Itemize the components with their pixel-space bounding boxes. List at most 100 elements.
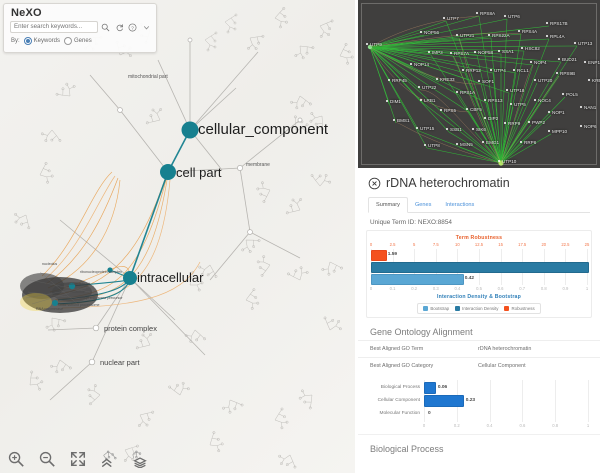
gene-label[interactable]: PWP2 xyxy=(532,120,546,125)
radio-option-genes[interactable]: Genes xyxy=(64,37,92,45)
gene-node[interactable] xyxy=(484,99,487,102)
gene-node[interactable] xyxy=(504,15,507,18)
gene-node[interactable] xyxy=(366,43,369,46)
gene-node[interactable] xyxy=(506,89,509,92)
search-input[interactable] xyxy=(10,21,98,33)
gene-label[interactable]: NOC4 xyxy=(538,98,551,103)
gene-node[interactable] xyxy=(418,86,421,89)
gene-node[interactable] xyxy=(518,30,521,33)
gene-label[interactable]: ENP1 xyxy=(588,60,600,65)
radio-genes[interactable] xyxy=(64,37,73,45)
gene-label[interactable]: RPS7A xyxy=(454,51,470,56)
gene-node[interactable] xyxy=(528,121,531,124)
gene-node[interactable] xyxy=(440,109,443,112)
gene-node[interactable] xyxy=(478,80,481,83)
gene-label[interactable]: RPL4A xyxy=(550,34,565,39)
zoom-out-icon[interactable] xyxy=(37,449,57,469)
zoom-in-icon[interactable] xyxy=(6,449,26,469)
gene-label[interactable]: NOP56 xyxy=(424,30,440,35)
search-panel[interactable]: NeXO ? By: Keywor xyxy=(3,3,157,53)
gene-label[interactable]: UTP13 xyxy=(578,41,593,46)
gene-label[interactable]: UTP9 xyxy=(370,42,382,47)
gene-label[interactable]: BUD21 xyxy=(562,57,577,62)
gene-label[interactable]: UTP21 xyxy=(460,33,475,38)
gene-node[interactable] xyxy=(534,79,537,82)
gene-label[interactable]: KRE33 xyxy=(440,77,455,82)
gene-label[interactable]: MSN5 xyxy=(460,142,473,147)
gene-node[interactable] xyxy=(520,141,523,144)
gene-label[interactable]: UTP7 xyxy=(447,16,459,21)
gene-node[interactable] xyxy=(393,119,396,122)
gene-node[interactable] xyxy=(456,91,459,94)
gene-node[interactable] xyxy=(476,12,479,15)
gene-node[interactable] xyxy=(466,108,469,111)
search-icon[interactable] xyxy=(100,21,112,33)
gene-node[interactable] xyxy=(420,99,423,102)
gene-label[interactable]: LRB1 xyxy=(424,98,436,103)
gene-node[interactable] xyxy=(584,61,587,64)
gene-node[interactable] xyxy=(456,143,459,146)
gene-label[interactable]: MPP10 xyxy=(552,129,568,134)
gene-label[interactable]: SIK6 xyxy=(476,127,486,132)
gene-label[interactable]: UTP5 xyxy=(514,102,526,107)
gene-label[interactable]: UTP18 xyxy=(510,88,525,93)
gene-node[interactable] xyxy=(498,160,501,163)
gene-label[interactable]: RRP9 xyxy=(508,121,521,126)
gene-node[interactable] xyxy=(474,51,477,54)
gene-node[interactable] xyxy=(488,34,491,37)
tab-genes[interactable]: Genes xyxy=(414,202,432,208)
detail-tabs[interactable]: Summary Genes Interactions xyxy=(368,197,590,213)
gene-label[interactable]: RRP45 xyxy=(392,78,407,83)
gene-label[interactable]: CBF5 xyxy=(470,107,482,112)
radio-keywords[interactable] xyxy=(23,37,32,45)
hierarchy-tree-svg[interactable] xyxy=(0,0,355,473)
gene-label[interactable]: IMP3 xyxy=(432,50,443,55)
graph-toolbar[interactable] xyxy=(6,449,150,469)
gene-label[interactable]: NOP58 xyxy=(478,50,494,55)
gene-label[interactable]: UTP22 xyxy=(422,85,437,90)
gene-label[interactable]: POL5 xyxy=(566,92,578,97)
gene-node[interactable] xyxy=(472,128,475,131)
gene-node[interactable] xyxy=(510,103,513,106)
gene-node[interactable] xyxy=(588,79,591,82)
gene-node[interactable] xyxy=(546,35,549,38)
gene-label[interactable]: UTP6 xyxy=(508,14,520,19)
gene-node[interactable] xyxy=(562,93,565,96)
gene-node[interactable] xyxy=(446,128,449,131)
gene-label[interactable]: RPS4A xyxy=(522,29,538,34)
term-detail-panel[interactable]: rDNA heterochromatin Summary Genes Inter… xyxy=(358,168,600,473)
gene-label[interactable]: RPS8A xyxy=(480,11,496,16)
gene-node[interactable] xyxy=(388,79,391,82)
gene-label[interactable]: RPS9B xyxy=(560,71,576,76)
gene-node[interactable] xyxy=(558,58,561,61)
gene-node[interactable] xyxy=(416,127,419,130)
chevron-down-icon[interactable] xyxy=(141,21,153,33)
gene-label[interactable]: UTP8 xyxy=(428,143,440,148)
gene-node[interactable] xyxy=(504,122,507,125)
gene-node[interactable] xyxy=(556,72,559,75)
gene-node[interactable] xyxy=(521,47,524,50)
gene-node[interactable] xyxy=(462,69,465,72)
gene-label[interactable]: NOP6 xyxy=(584,124,597,129)
gene-node[interactable] xyxy=(490,69,493,72)
gene-label[interactable]: RPS22A xyxy=(492,33,510,38)
tab-interactions[interactable]: Interactions xyxy=(445,202,475,208)
gene-node[interactable] xyxy=(484,117,487,120)
gene-label[interactable]: RPS1A xyxy=(460,90,476,95)
gene-node[interactable] xyxy=(386,100,389,103)
tab-summary[interactable]: Summary xyxy=(368,197,408,213)
gene-node[interactable] xyxy=(420,31,423,34)
gene-label[interactable]: UTP4 xyxy=(494,68,506,73)
gene-node[interactable] xyxy=(410,63,413,66)
gene-node[interactable] xyxy=(498,50,501,53)
gene-label[interactable]: EMG1 xyxy=(486,140,500,145)
layers-icon[interactable] xyxy=(130,449,150,469)
gene-label[interactable]: UTP20 xyxy=(538,78,553,83)
fit-screen-icon[interactable] xyxy=(68,449,88,469)
gene-label[interactable]: RPS17B xyxy=(550,21,568,26)
gene-label[interactable]: KRE31 xyxy=(592,78,600,83)
interaction-network-pane[interactable]: UTP9 UTP7 RPS8A UTP6 RPS17B NOP56 UTP21 RPS22A R… xyxy=(358,0,600,168)
hierarchy-graph-pane[interactable]: cellular_component cell part intracellul… xyxy=(0,0,355,473)
gene-node[interactable] xyxy=(450,52,453,55)
gene-label[interactable]: UTP10 xyxy=(502,159,517,164)
